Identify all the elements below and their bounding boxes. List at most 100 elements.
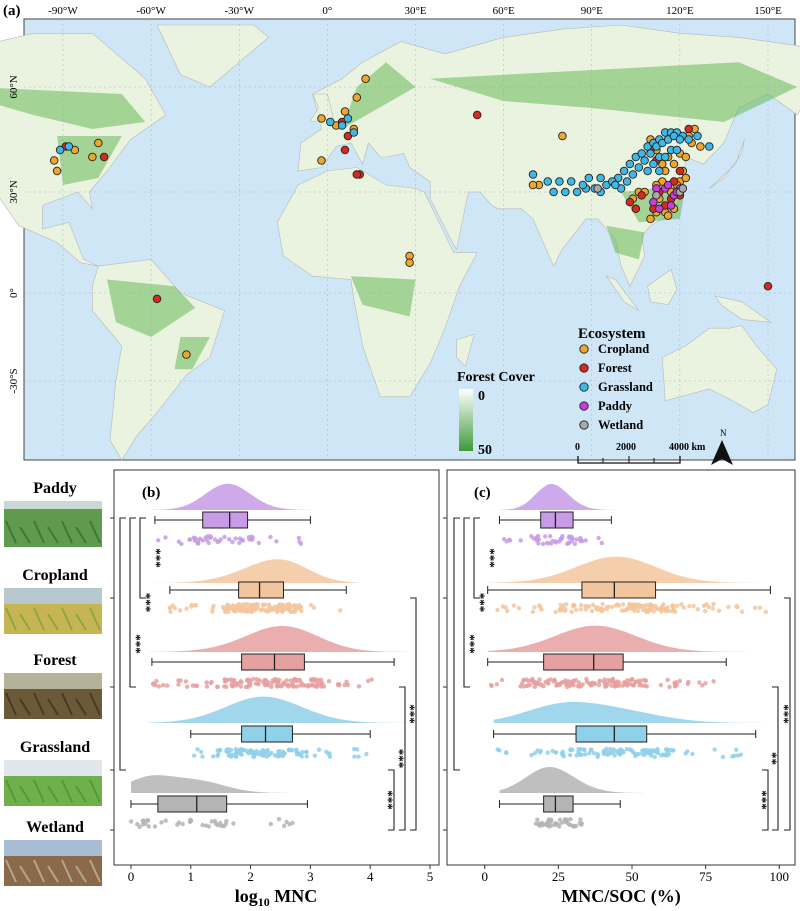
rain-dot-cropland — [648, 602, 653, 607]
scale-label-4000: 4000 km — [669, 442, 706, 453]
rain-dot-cropland — [220, 604, 226, 610]
rain-dot-cropland — [763, 609, 768, 615]
photo-texture — [61, 692, 73, 716]
density-ridge-forest — [487, 625, 780, 652]
significance-bracket — [453, 517, 460, 771]
significance-label: *** — [403, 704, 418, 724]
rain-dot-cropland — [495, 607, 500, 613]
rain-dot-paddy — [559, 536, 564, 541]
rain-dot-grassland — [258, 749, 263, 755]
rain-dot-cropland — [503, 605, 508, 610]
rain-dot-paddy — [240, 538, 246, 543]
rain-dot-forest — [165, 683, 170, 688]
x-tick-label: 3 — [307, 869, 314, 884]
rain-dot-cropland — [579, 602, 584, 608]
rain-dot-grassland — [211, 754, 216, 759]
rain-dot-cropland — [168, 609, 173, 614]
site-point-forest — [625, 197, 635, 207]
rain-dot-grassland — [624, 746, 630, 752]
rain-dot-paddy — [212, 537, 218, 542]
rain-dot-forest — [609, 683, 614, 688]
rain-dot-cropland — [695, 607, 700, 612]
photo-texture — [5, 859, 17, 883]
site-point-grassland — [55, 145, 65, 155]
density-ridge-wetland — [499, 767, 671, 793]
rain-dot-forest — [521, 678, 526, 683]
rain-dot-grassland — [267, 752, 272, 757]
rain-dot-forest — [628, 678, 633, 683]
significance-bracket — [762, 769, 769, 831]
rain-dot-forest — [534, 680, 539, 685]
rain-dot-grassland — [652, 754, 657, 760]
photo-label-paddy: Paddy — [33, 480, 77, 497]
panel-b-frame — [113, 469, 440, 866]
rain-dot-forest — [286, 684, 291, 689]
rain-dot-grassland — [327, 754, 333, 759]
rain-dot-paddy — [574, 537, 579, 542]
rain-dot-grassland — [654, 750, 660, 755]
site-point-wetland — [652, 191, 661, 200]
landmass-australia — [661, 324, 778, 413]
rain-dot-cropland — [553, 609, 558, 615]
rain-dot-forest — [204, 684, 210, 689]
rain-dot-cropland — [537, 604, 543, 609]
lat-label: 30°N — [8, 180, 20, 203]
photo-texture — [75, 698, 87, 716]
rain-dot-cropland — [757, 605, 762, 610]
rain-dot-forest — [610, 677, 615, 682]
rain-dot-forest — [640, 683, 645, 688]
photo-texture — [89, 859, 101, 883]
rain-dot-grassland — [352, 754, 357, 759]
rain-dot-cropland — [716, 608, 722, 613]
site-point-cropland — [669, 159, 679, 169]
rain-dot-cropland — [236, 607, 242, 612]
site-point-cropland — [681, 152, 691, 162]
rain-dot-cropland — [177, 608, 183, 613]
photo-texture — [75, 785, 87, 803]
site-point-grassland — [646, 149, 655, 158]
rain-dot-paddy — [256, 540, 261, 546]
chart-b-plot: 0 1 2 3 4 5 *** *** *** *** *** *** — [110, 483, 433, 884]
rain-dot-grassland — [243, 748, 248, 753]
site-point-grassland — [693, 131, 702, 141]
rain-dot-cropland — [311, 605, 317, 610]
rain-dot-grassland — [252, 754, 257, 759]
box-forest — [543, 653, 624, 671]
photo-texture — [33, 692, 45, 716]
ecosystem-legend-items: Cropland Forest Grassland Paddy Wetland — [579, 342, 653, 432]
significance-label: *** — [483, 548, 498, 568]
rain-dot-grassland — [249, 748, 254, 753]
rain-dot-cropland — [619, 608, 624, 613]
site-point-forest — [763, 282, 773, 291]
site-point-grassland — [549, 187, 558, 197]
rain-dot-cropland — [193, 603, 199, 608]
rain-dot-wetland — [268, 821, 273, 827]
rain-dot-wetland — [159, 820, 164, 825]
site-point-grassland — [705, 142, 714, 151]
photo-texture — [47, 698, 59, 716]
rain-dot-paddy — [501, 537, 507, 542]
significance-label: *** — [149, 548, 164, 568]
x-tick-label: 2 — [247, 869, 254, 884]
density-ridge-cropland — [487, 556, 774, 583]
photo-texture — [5, 607, 17, 631]
legend-label-forest: Forest — [598, 361, 633, 375]
rain-dot-grassland — [612, 753, 617, 758]
photo-sky — [4, 760, 102, 776]
rain-dot-forest — [275, 684, 280, 689]
photo-texture — [89, 779, 101, 803]
rain-dot-grassland — [288, 748, 293, 753]
rain-dot-grassland — [591, 751, 597, 756]
rain-dot-paddy — [568, 536, 574, 541]
rain-dot-forest — [614, 682, 620, 688]
site-point-cropland — [646, 214, 655, 224]
site-point-grassland — [555, 177, 564, 186]
panel-b: 0 1 2 3 4 5 *** *** *** *** *** *** (b) log10 MNC — [110, 469, 440, 909]
rain-dot-forest — [247, 682, 252, 687]
rain-dot-wetland — [163, 818, 168, 823]
photo-texture — [19, 698, 31, 716]
photo-texture — [89, 520, 101, 544]
rain-dot-forest — [303, 683, 308, 688]
rain-dot-cropland — [590, 602, 596, 607]
rain-dot-forest — [566, 679, 571, 684]
